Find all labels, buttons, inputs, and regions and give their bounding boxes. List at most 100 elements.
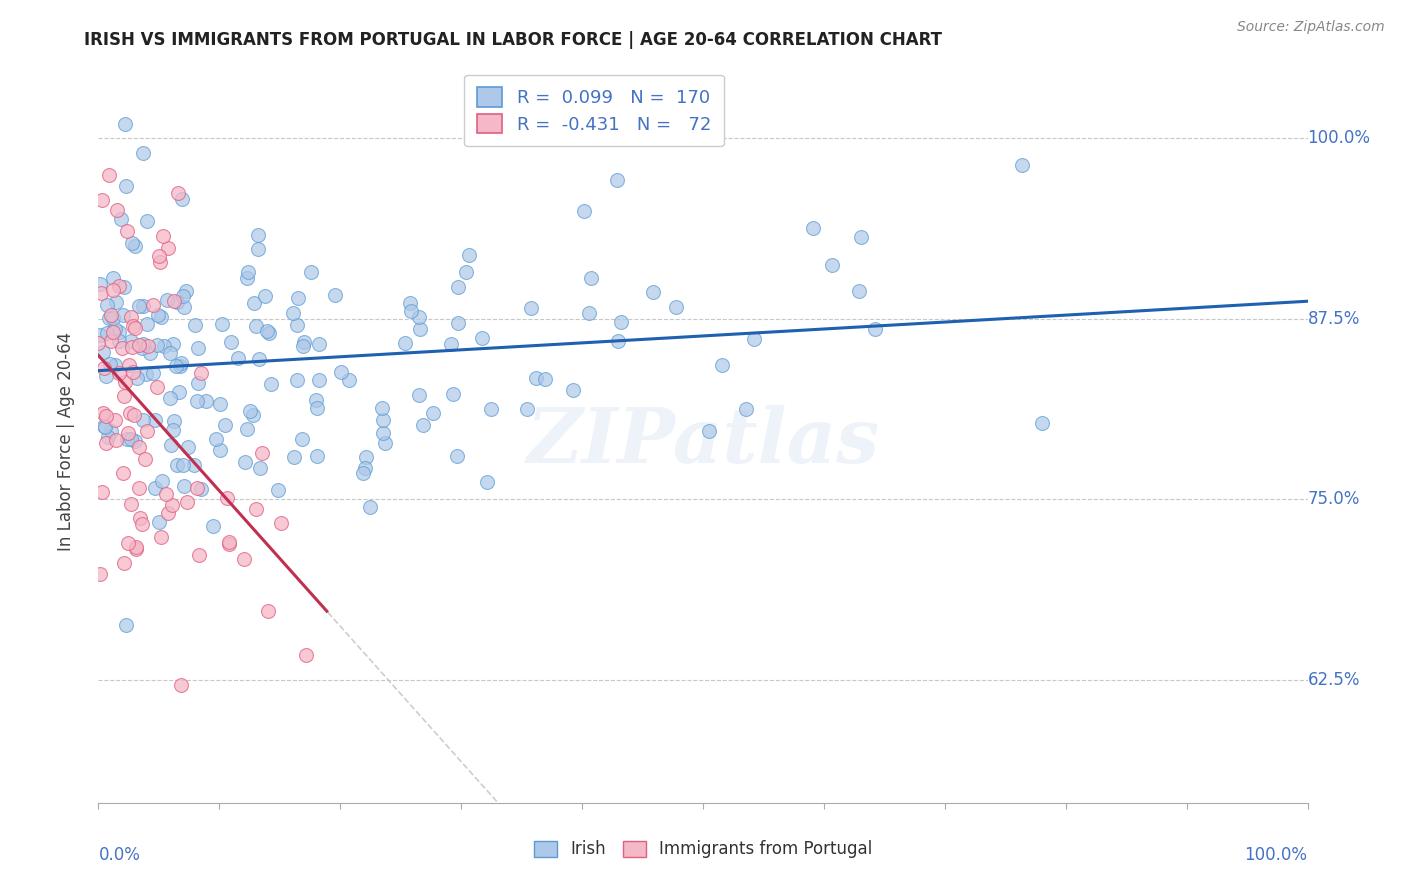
Point (163, 294, 186, 309)
Point (120, 334, 142, 349)
Point (849, 229, 872, 244)
Point (267, 483, 290, 498)
Point (247, 242, 270, 256)
Point (128, 338, 150, 352)
Point (166, 458, 188, 472)
Point (233, 455, 256, 469)
Point (254, 289, 277, 303)
Point (202, 518, 225, 533)
Point (128, 299, 150, 313)
Point (270, 516, 292, 530)
Text: 87.5%: 87.5% (1308, 310, 1360, 327)
Point (159, 346, 181, 360)
Point (128, 481, 150, 495)
Point (211, 317, 233, 331)
Point (148, 249, 170, 263)
Point (112, 466, 135, 480)
Point (165, 359, 187, 373)
Point (107, 366, 129, 380)
Point (446, 449, 468, 463)
Point (742, 332, 765, 346)
Point (471, 331, 494, 345)
Point (142, 298, 165, 312)
Point (91, 406, 114, 420)
Point (665, 301, 688, 315)
Point (352, 466, 374, 480)
Point (214, 417, 236, 432)
Point (697, 424, 720, 438)
Point (121, 319, 143, 334)
Point (578, 305, 600, 319)
Point (101, 270, 124, 285)
Legend: Irish, Immigrants from Portugal: Irish, Immigrants from Portugal (526, 832, 880, 867)
Point (100, 308, 122, 322)
Point (104, 294, 127, 309)
Point (283, 450, 305, 464)
Point (160, 438, 183, 452)
Point (94, 368, 117, 383)
Point (848, 284, 870, 298)
Point (124, 239, 146, 253)
Point (606, 173, 628, 187)
Point (100, 334, 122, 348)
Point (305, 401, 328, 415)
Point (96, 435, 118, 450)
Point (145, 380, 167, 394)
Point (98, 169, 121, 183)
Point (134, 452, 156, 467)
Point (132, 337, 155, 351)
Point (330, 366, 353, 380)
Point (138, 339, 160, 353)
Point (120, 498, 142, 512)
Point (160, 498, 183, 512)
Point (447, 280, 470, 294)
Point (146, 308, 169, 322)
Point (226, 351, 249, 365)
Point (142, 366, 165, 380)
Point (447, 316, 470, 330)
Point (97, 310, 120, 325)
Point (292, 339, 315, 353)
Point (477, 475, 499, 489)
Point (125, 541, 148, 555)
Point (131, 516, 153, 531)
Text: Source: ZipAtlas.com: Source: ZipAtlas.com (1237, 20, 1385, 34)
Point (281, 305, 304, 319)
Point (112, 280, 135, 294)
Point (218, 534, 240, 549)
Point (94, 420, 117, 434)
Point (183, 458, 205, 472)
Point (170, 192, 193, 206)
Point (108, 279, 131, 293)
Point (239, 404, 262, 418)
Point (120, 310, 142, 324)
Point (607, 334, 630, 348)
Point (104, 358, 127, 372)
Point (1031, 417, 1053, 431)
Text: 0.0%: 0.0% (98, 847, 141, 864)
Text: 75.0%: 75.0% (1308, 491, 1360, 508)
Point (139, 346, 162, 360)
Point (285, 318, 308, 332)
Point (143, 481, 166, 495)
Point (115, 618, 138, 632)
Point (131, 341, 153, 355)
Point (354, 461, 377, 475)
Point (305, 393, 328, 408)
Point (94, 409, 117, 423)
Point (359, 500, 381, 514)
Point (156, 506, 179, 520)
Point (371, 401, 394, 415)
Point (132, 146, 155, 161)
Point (516, 402, 538, 417)
Point (122, 408, 145, 422)
Point (249, 461, 271, 475)
Point (187, 549, 209, 563)
Point (114, 376, 136, 390)
Point (174, 284, 197, 298)
Point (408, 310, 430, 324)
Point (243, 295, 266, 310)
Point (440, 337, 463, 351)
Point (643, 285, 665, 299)
Text: 62.5%: 62.5% (1308, 671, 1360, 689)
